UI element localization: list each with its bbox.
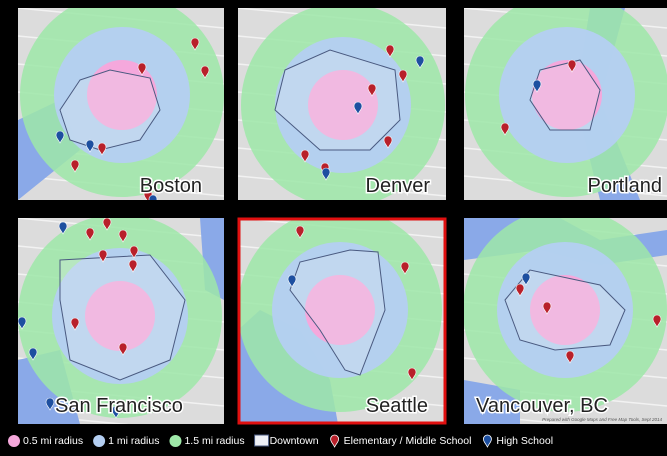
legend: 0.5 mi radius 1 mi radius 1.5 mi radius Dow… bbox=[8, 434, 553, 448]
legend-label: 0.5 mi radius bbox=[23, 435, 83, 447]
radius-0-5mi bbox=[85, 281, 155, 351]
radius-0-5mi bbox=[87, 60, 157, 130]
legend-icon bbox=[169, 435, 182, 447]
downtown bbox=[289, 249, 386, 376]
highlight-border bbox=[237, 217, 447, 425]
panel-content bbox=[464, 218, 667, 424]
downtown bbox=[529, 59, 601, 131]
legend-label: 1.5 mi radius bbox=[184, 435, 244, 447]
downtown bbox=[274, 49, 401, 151]
radius-0-5mi bbox=[532, 60, 602, 130]
water bbox=[18, 218, 224, 424]
panel: Vancouver, BC bbox=[464, 218, 667, 424]
city-label: Boston bbox=[140, 175, 202, 197]
panel-content bbox=[18, 8, 224, 200]
radius-0-5mi bbox=[530, 275, 600, 345]
water bbox=[464, 218, 667, 424]
panel: Denver bbox=[238, 8, 446, 200]
panel: San Francisco bbox=[18, 218, 224, 424]
legend-icon bbox=[93, 435, 106, 447]
city-label: Portland bbox=[588, 175, 663, 197]
legend-label: 1 mi radius bbox=[108, 435, 159, 447]
panel-content bbox=[238, 8, 446, 200]
credit: Prepared with Google Maps and Free Map T… bbox=[542, 417, 662, 422]
panel: Portland bbox=[464, 8, 667, 200]
downtown bbox=[59, 254, 186, 381]
panel: Seattle bbox=[237, 217, 447, 425]
city-label: Vancouver, BC bbox=[476, 395, 608, 417]
panel-content bbox=[238, 218, 446, 424]
downtown bbox=[504, 269, 626, 351]
radius-0-5mi bbox=[305, 275, 375, 345]
city-label: Seattle bbox=[366, 395, 428, 417]
panel-content bbox=[464, 8, 667, 200]
panel-content bbox=[18, 218, 224, 424]
legend-icon bbox=[8, 435, 20, 447]
legend-label: Downtown bbox=[270, 435, 319, 447]
city-label: Denver bbox=[366, 175, 431, 197]
radius-0-5mi bbox=[308, 70, 378, 140]
downtown bbox=[59, 69, 161, 151]
panel: Boston bbox=[18, 8, 224, 200]
legend-label: High School bbox=[496, 435, 553, 447]
legend-icon bbox=[254, 434, 270, 447]
legend-label: Elementary / Middle School bbox=[344, 435, 472, 447]
city-label: San Francisco bbox=[55, 395, 183, 417]
